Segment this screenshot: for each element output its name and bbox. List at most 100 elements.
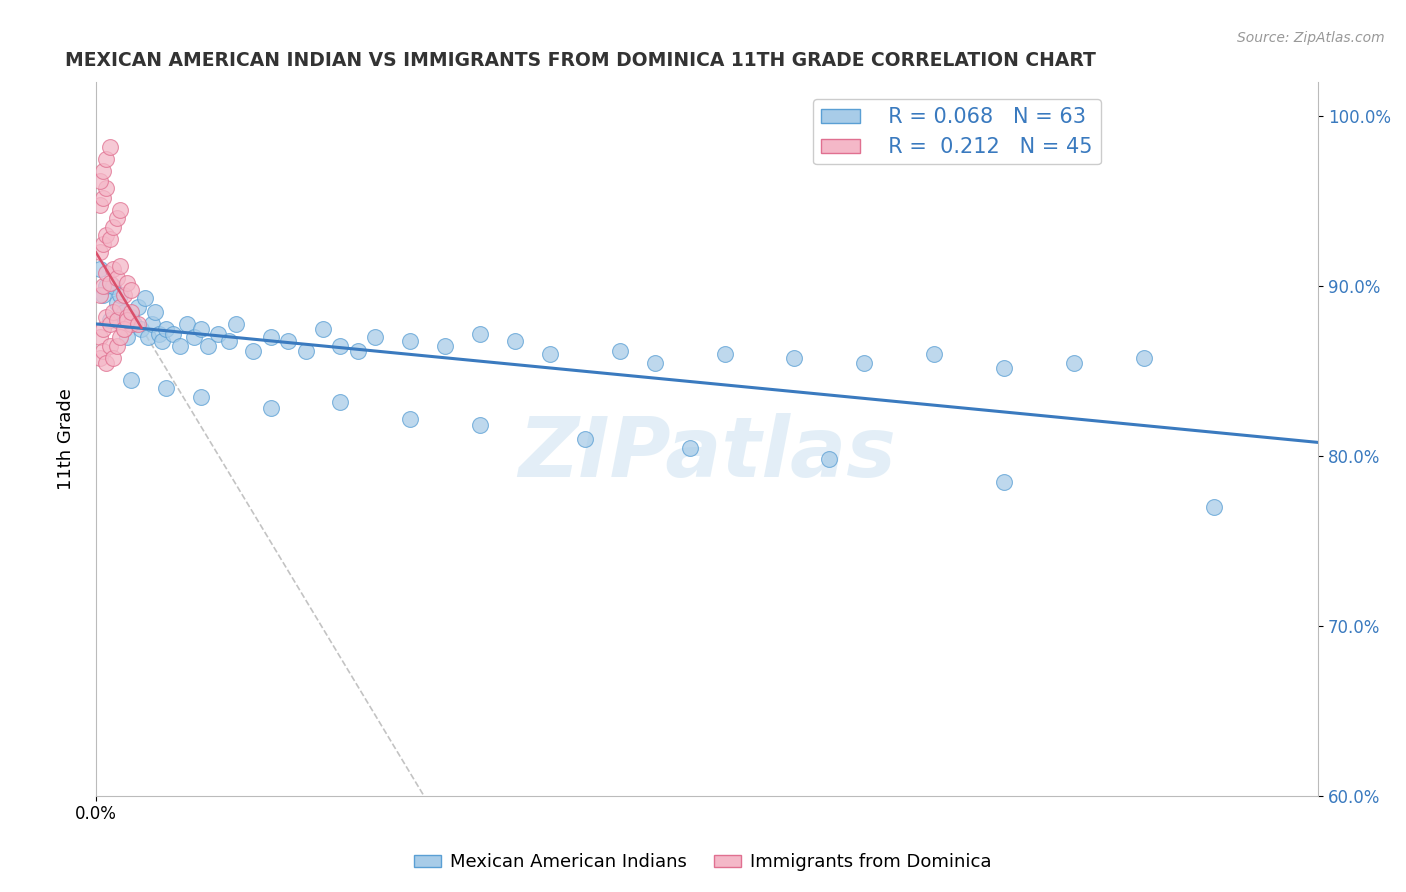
Point <box>98 338 121 352</box>
Point <box>89 351 111 365</box>
Point <box>105 211 128 226</box>
Point <box>96 310 118 324</box>
Point <box>89 262 111 277</box>
Text: ZIPatlas: ZIPatlas <box>519 413 896 494</box>
Point <box>120 283 142 297</box>
Point <box>127 317 149 331</box>
Point <box>141 317 163 331</box>
Point <box>112 321 135 335</box>
Point <box>98 232 121 246</box>
Point <box>609 343 631 358</box>
Point <box>103 351 125 365</box>
Point <box>91 279 114 293</box>
Point <box>117 276 139 290</box>
Point <box>117 330 139 344</box>
Point <box>91 321 114 335</box>
Point <box>103 262 125 277</box>
Point <box>190 321 212 335</box>
Y-axis label: 11th Grade: 11th Grade <box>58 388 75 490</box>
Point <box>117 313 139 327</box>
Point <box>98 313 121 327</box>
Point <box>98 317 121 331</box>
Point <box>148 326 170 341</box>
Point <box>110 287 132 301</box>
Point <box>110 259 132 273</box>
Point <box>110 300 132 314</box>
Point <box>993 475 1015 489</box>
Point <box>399 411 422 425</box>
Point <box>503 334 526 348</box>
Point <box>103 304 125 318</box>
Point <box>89 330 111 344</box>
Point <box>105 296 128 310</box>
Point <box>124 317 146 331</box>
Point <box>89 174 111 188</box>
Point <box>98 276 121 290</box>
Point <box>91 287 114 301</box>
Point <box>1063 356 1085 370</box>
Point <box>91 191 114 205</box>
Point <box>96 180 118 194</box>
Point <box>364 330 387 344</box>
Point <box>91 163 114 178</box>
Point <box>183 330 205 344</box>
Point <box>89 197 111 211</box>
Point <box>127 300 149 314</box>
Point <box>225 317 247 331</box>
Point <box>96 266 118 280</box>
Point <box>155 321 177 335</box>
Point <box>120 373 142 387</box>
Point <box>96 228 118 243</box>
Point <box>96 152 118 166</box>
Point <box>96 356 118 370</box>
Point <box>644 356 666 370</box>
Point <box>434 338 457 352</box>
Point <box>197 338 219 352</box>
Point <box>713 347 735 361</box>
Point <box>162 326 184 341</box>
Legend:   R = 0.068   N = 63,   R =  0.212   N = 45: R = 0.068 N = 63, R = 0.212 N = 45 <box>813 99 1101 164</box>
Point <box>110 330 132 344</box>
Point <box>399 334 422 348</box>
Point <box>98 140 121 154</box>
Point <box>169 338 191 352</box>
Point <box>207 326 229 341</box>
Point <box>145 304 167 318</box>
Point <box>1132 351 1154 365</box>
Point <box>574 432 596 446</box>
Point <box>105 270 128 285</box>
Point <box>259 401 281 416</box>
Point <box>993 360 1015 375</box>
Point <box>242 343 264 358</box>
Legend: Mexican American Indians, Immigrants from Dominica: Mexican American Indians, Immigrants fro… <box>406 847 1000 879</box>
Point <box>105 338 128 352</box>
Point <box>110 202 132 217</box>
Point <box>218 334 240 348</box>
Point <box>329 394 352 409</box>
Point <box>138 330 160 344</box>
Point <box>818 452 841 467</box>
Text: Source: ZipAtlas.com: Source: ZipAtlas.com <box>1237 31 1385 45</box>
Point <box>347 343 370 358</box>
Point <box>105 313 128 327</box>
Point <box>103 279 125 293</box>
Point <box>91 236 114 251</box>
Point <box>112 304 135 318</box>
Point <box>190 390 212 404</box>
Point <box>150 334 173 348</box>
Point <box>312 321 335 335</box>
Point <box>259 330 281 344</box>
Point <box>112 321 135 335</box>
Point <box>103 219 125 234</box>
Point <box>679 441 702 455</box>
Point <box>329 338 352 352</box>
Point <box>470 326 492 341</box>
Point <box>538 347 561 361</box>
Point <box>117 310 139 324</box>
Point <box>120 310 142 324</box>
Point <box>853 356 876 370</box>
Point <box>783 351 806 365</box>
Text: MEXICAN AMERICAN INDIAN VS IMMIGRANTS FROM DOMINICA 11TH GRADE CORRELATION CHART: MEXICAN AMERICAN INDIAN VS IMMIGRANTS FR… <box>66 51 1097 70</box>
Point <box>294 343 316 358</box>
Point <box>134 291 156 305</box>
